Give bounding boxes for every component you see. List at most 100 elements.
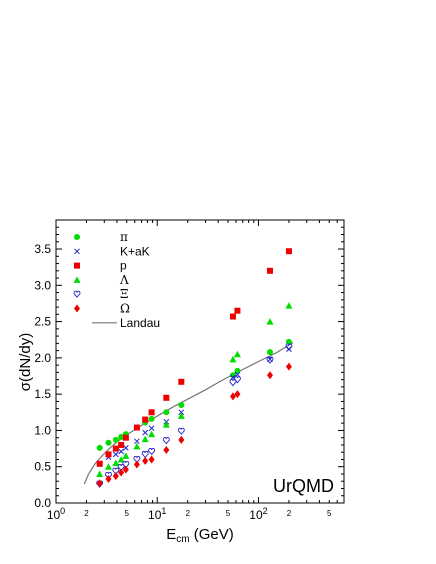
data-point	[234, 307, 241, 314]
data-point	[229, 313, 236, 320]
legend-label: K+aK	[120, 244, 150, 258]
data-point	[162, 437, 170, 445]
x-minor-tick-label: 2	[84, 509, 89, 518]
legend-marker	[74, 248, 80, 255]
x-tick-label-exponent: 0	[60, 506, 65, 516]
data-point	[142, 456, 149, 465]
x-tick-label-base: 10	[148, 508, 162, 522]
data-point	[234, 390, 241, 399]
legend-label: π	[120, 230, 128, 244]
data-point	[133, 442, 141, 450]
data-point	[163, 394, 170, 401]
y-tick-label: 3.0	[34, 278, 51, 292]
data-point	[163, 446, 170, 455]
data-point	[178, 378, 185, 385]
data-point	[142, 429, 149, 436]
data-point	[96, 444, 103, 451]
x-minor-tick-label: 2	[185, 509, 190, 518]
legend-marker	[74, 262, 80, 269]
data-point	[162, 421, 170, 428]
data-point	[285, 302, 293, 309]
data-point	[233, 376, 241, 384]
x-minor-tick-label: 5	[125, 509, 130, 518]
x-minor-tick-label: 5	[327, 509, 332, 518]
data-point	[96, 460, 103, 467]
x-axis-title-main: E	[166, 526, 176, 543]
data-point	[112, 445, 119, 452]
data-point	[118, 468, 125, 477]
data-point	[105, 439, 112, 446]
data-point	[96, 470, 104, 477]
data-point	[229, 355, 237, 363]
legend-label: p	[120, 259, 127, 273]
data-point	[117, 455, 125, 463]
data-point	[229, 392, 236, 401]
legend-marker	[74, 304, 80, 313]
data-point	[266, 356, 274, 364]
y-tick-label: 2.0	[34, 351, 51, 365]
data-point	[112, 451, 119, 458]
urqmd-annotation: UrQMD	[273, 476, 334, 496]
y-axis-title: σ(dN/dy)	[17, 333, 34, 391]
x-tick-label: 101	[148, 506, 166, 522]
x-tick-label-base: 10	[47, 508, 61, 522]
data-point	[177, 427, 185, 435]
x-axis-title-unit: (GeV)	[190, 526, 234, 543]
data-point	[105, 475, 112, 484]
x-axis-title-sub: cm	[176, 534, 189, 545]
legend-label: Ω	[120, 302, 130, 316]
data-point	[112, 472, 119, 481]
y-tick-label: 1.5	[34, 387, 51, 401]
data-point	[148, 430, 156, 438]
data-point	[148, 425, 155, 432]
x-axis-title: Ecm (GeV)	[166, 526, 234, 545]
data-point	[123, 444, 129, 451]
legend-label: Landau	[120, 316, 160, 330]
data-point	[122, 434, 129, 441]
data-point	[118, 433, 125, 440]
axis-ticks	[55, 219, 345, 504]
legend-marker	[73, 290, 81, 298]
data-point	[148, 415, 155, 422]
data-point	[133, 460, 140, 469]
y-tick-label: 0.0	[34, 496, 51, 510]
data-point	[104, 463, 112, 470]
data-point	[142, 416, 149, 423]
data-point	[148, 409, 155, 416]
x-tick-label: 102	[249, 506, 267, 522]
data-point	[285, 343, 293, 351]
data-point	[122, 465, 129, 474]
data-point	[141, 450, 149, 459]
legend-marker	[73, 276, 81, 283]
data-point	[105, 451, 112, 458]
data-point	[96, 479, 103, 488]
y-tick-label: 2.5	[34, 315, 51, 329]
x-tick-label: 100	[47, 506, 65, 522]
y-tick-label: 3.5	[34, 242, 51, 256]
data-point	[118, 448, 124, 455]
x-tick-label-exponent: 1	[161, 506, 166, 516]
plot-frame	[55, 219, 345, 504]
data-point	[285, 338, 292, 345]
x-tick-label-exponent: 2	[263, 506, 268, 516]
data-point	[148, 448, 156, 456]
data-point	[122, 461, 130, 469]
data-point	[163, 409, 170, 416]
data-point	[266, 318, 274, 325]
data-point	[112, 459, 120, 467]
data-point	[266, 371, 273, 380]
data-point	[112, 436, 119, 443]
data-point	[285, 362, 292, 371]
data-point	[178, 435, 185, 444]
legend-marker	[74, 234, 80, 240]
data-point	[148, 455, 155, 464]
data-point	[229, 372, 236, 379]
data-point	[118, 441, 125, 448]
data-point	[178, 409, 185, 416]
legend-label: Λ	[119, 273, 129, 287]
x-tick-label-base: 10	[249, 508, 263, 522]
data-point	[266, 267, 273, 274]
